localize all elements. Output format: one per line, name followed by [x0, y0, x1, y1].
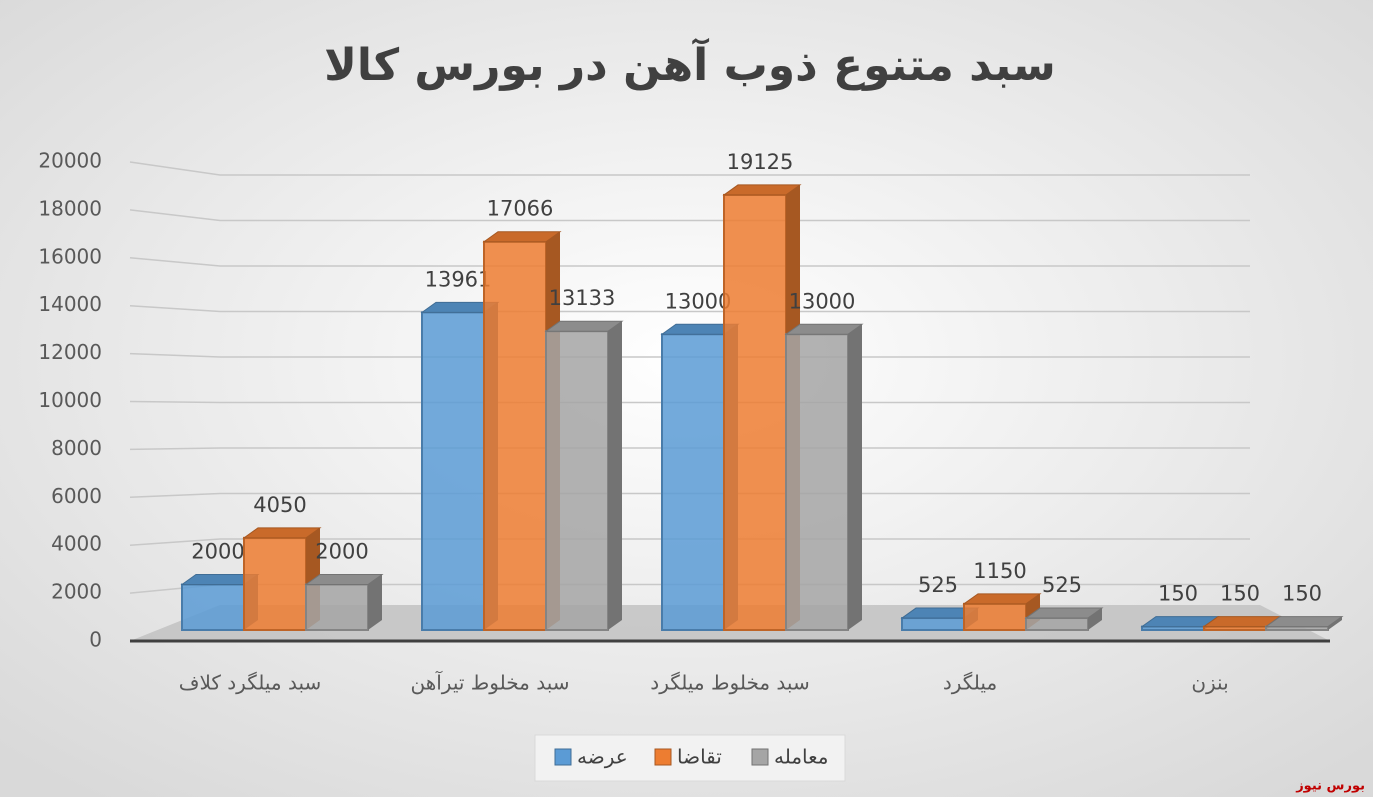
grid-line [129, 447, 1250, 451]
x-tick-label: سبد مخلوط میلگرد [650, 671, 809, 695]
bar-side [1088, 608, 1102, 630]
y-tick-label: 6000 [51, 484, 102, 508]
bar [962, 593, 1042, 632]
grid-line [129, 538, 1250, 546]
value-label: 13133 [549, 286, 616, 310]
legend-swatch [654, 748, 672, 766]
bar-front [181, 583, 245, 631]
y-tick-label: 2000 [51, 580, 102, 604]
bar-front [421, 311, 485, 631]
value-label: 19125 [727, 150, 794, 174]
bar-front [305, 583, 369, 631]
bar-side [368, 574, 382, 630]
legend-box [534, 734, 846, 782]
x-tick-label: سبد میلگرد کلاف [179, 671, 322, 695]
bar-front [1141, 625, 1205, 632]
chart-title: سبد متنوع ذوب آهن در بورس کالا [324, 37, 1056, 91]
bar [304, 574, 384, 631]
bar-front [483, 240, 547, 631]
bar-front [661, 333, 725, 631]
bar-side [848, 324, 862, 630]
value-label: 150 [1220, 582, 1260, 606]
grid-line [129, 161, 1250, 176]
bar-front [243, 536, 307, 631]
legend-label: عرضه [577, 745, 628, 769]
value-label: 13961 [425, 267, 492, 291]
legend: عرضه تقاضا معامله [534, 734, 846, 782]
y-tick-label: 14000 [38, 292, 102, 316]
y-tick-label: 12000 [38, 340, 102, 364]
y-tick-label: 16000 [38, 244, 102, 268]
value-label: 13000 [789, 289, 856, 313]
legend-label: تقاضا [677, 745, 722, 769]
value-label: 2000 [315, 540, 368, 564]
grid-line [129, 209, 1250, 222]
bar-side [608, 321, 622, 630]
bar-front [1265, 625, 1329, 632]
bar [784, 323, 864, 631]
x-tick-label: میلگرد [943, 671, 997, 695]
legend-swatch [554, 748, 572, 766]
bar-front [545, 330, 609, 631]
value-label: 150 [1158, 582, 1198, 606]
bar-side [1328, 616, 1342, 630]
value-label: 150 [1282, 582, 1322, 606]
watermark: بورس نیوز [1295, 779, 1365, 794]
y-tick-label: 4000 [51, 532, 102, 556]
bar-front [963, 602, 1027, 632]
legend-label: معامله [774, 745, 829, 769]
grid-line [129, 400, 1250, 404]
value-label: 13000 [665, 289, 732, 313]
bar [1264, 616, 1344, 632]
grid-line [129, 304, 1250, 313]
y-tick-label: 0 [89, 628, 102, 652]
bar-front [1203, 625, 1267, 632]
legend-swatch [751, 748, 769, 766]
value-label: 17066 [487, 197, 554, 221]
bar [544, 320, 624, 631]
y-tick-label: 20000 [38, 149, 102, 173]
value-label: 2000 [191, 540, 244, 564]
grid-line [129, 492, 1250, 499]
value-label: 525 [1042, 573, 1082, 597]
value-label: 525 [918, 573, 958, 597]
y-tick-label: 8000 [51, 436, 102, 460]
bar-front [785, 333, 849, 631]
bar [1024, 607, 1104, 632]
bar-front [901, 617, 965, 632]
grid-line [129, 257, 1250, 267]
value-label: 4050 [253, 493, 306, 517]
y-tick-label: 10000 [38, 388, 102, 412]
value-label: 1150 [973, 559, 1026, 583]
x-tick-label: سبد مخلوط تیرآهن [410, 670, 569, 695]
grid-line [129, 352, 1250, 358]
x-tick-label: بنزن [1191, 671, 1228, 695]
bar-front [1025, 617, 1089, 632]
bar-front [723, 193, 787, 631]
y-tick-label: 18000 [38, 196, 102, 220]
